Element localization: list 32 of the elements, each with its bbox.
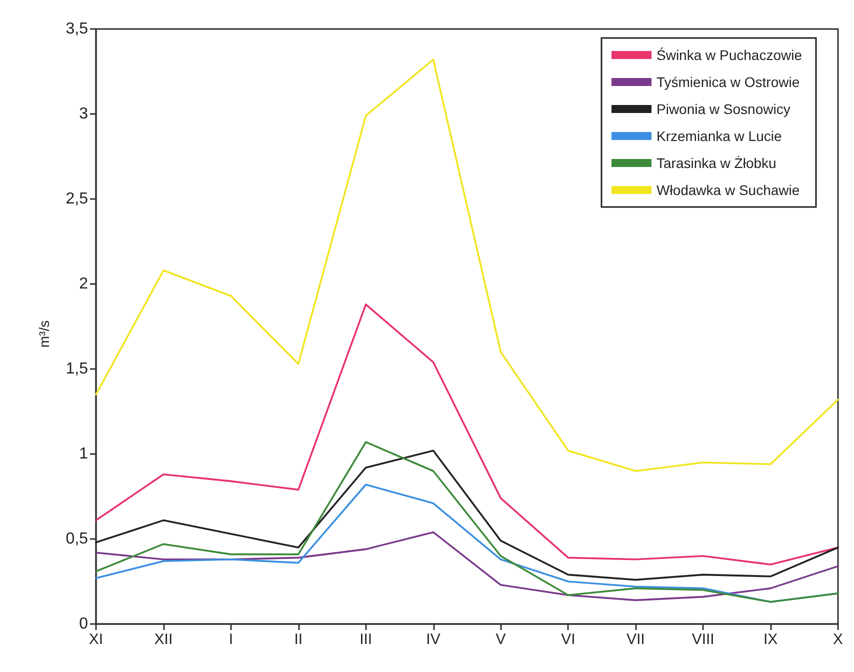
legend-label: Włodawka w Suchawie [656, 182, 800, 198]
x-tick-label: IX [763, 631, 778, 648]
x-tick-label: I [228, 631, 233, 648]
x-tick-label: XII [154, 631, 173, 648]
legend-label: Tyśmienica w Ostrowie [656, 74, 800, 90]
y-tick-label: 2,5 [66, 190, 88, 208]
x-tick-label: III [360, 631, 372, 648]
line-series [95, 531, 839, 602]
x-tick-label: VII [626, 631, 645, 648]
legend-label: Krzemianka w Lucie [656, 128, 782, 144]
x-tick-label: IV [426, 631, 440, 648]
legend-label: Świnka w Puchaczowie [656, 47, 802, 63]
y-tick-label: 1 [79, 446, 88, 462]
y-tick-label: 1,5 [66, 360, 88, 378]
x-tick-label: VI [561, 631, 576, 648]
x-tick-label: V [496, 631, 506, 648]
y-tick-label: 0 [79, 616, 88, 632]
line-series [95, 441, 839, 603]
line-series [95, 450, 839, 581]
y-axis-title: m³/s [36, 320, 52, 348]
line-series [95, 304, 839, 566]
y-tick-label: 3,5 [66, 20, 88, 38]
legend-label: Tarasinka w Żłobku [656, 155, 776, 171]
y-tick-label: 0,5 [66, 530, 88, 548]
y-tick-label: 2 [79, 276, 88, 292]
line-series [95, 58, 839, 472]
x-tick-label: VIII [692, 631, 714, 648]
x-tick-label: II [294, 631, 303, 648]
x-tick-label: XI [88, 631, 104, 648]
x-tick-label: X [832, 631, 844, 648]
y-tick-label: 3 [79, 106, 88, 122]
legend-label: Piwonia w Sosnowicy [656, 101, 790, 117]
